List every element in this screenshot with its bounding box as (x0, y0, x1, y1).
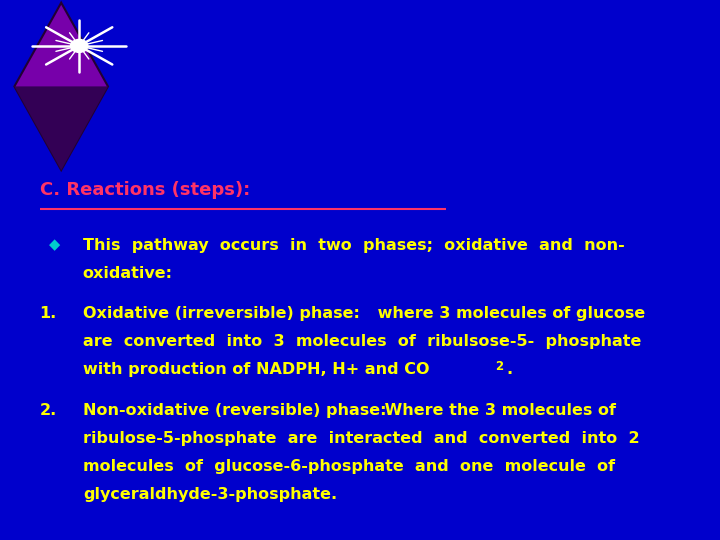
Text: 2: 2 (495, 360, 503, 373)
Text: Non-oxidative (reversible) phase:: Non-oxidative (reversible) phase: (83, 403, 387, 418)
Text: molecules  of  glucose-6-phosphate  and  one  molecule  of: molecules of glucose-6-phosphate and one… (83, 459, 615, 474)
Text: 2.: 2. (40, 403, 57, 418)
Circle shape (74, 42, 84, 50)
Text: Oxidative (irreversible) phase:: Oxidative (irreversible) phase: (83, 306, 360, 321)
Text: ribulose-5-phosphate  are  interacted  and  converted  into  2: ribulose-5-phosphate are interacted and … (83, 431, 639, 446)
Circle shape (71, 39, 88, 52)
Text: where 3 molecules of glucose: where 3 molecules of glucose (372, 306, 645, 321)
Polygon shape (14, 86, 108, 170)
Text: with production of NADPH, H+ and CO: with production of NADPH, H+ and CO (83, 362, 429, 377)
Text: This  pathway  occurs  in  two  phases;  oxidative  and  non-: This pathway occurs in two phases; oxida… (83, 238, 624, 253)
Polygon shape (14, 3, 108, 170)
Text: oxidative:: oxidative: (83, 266, 173, 281)
Text: are  converted  into  3  molecules  of  ribulsose-5-  phosphate: are converted into 3 molecules of ribuls… (83, 334, 642, 349)
Text: glyceraldhyde-3-phosphate.: glyceraldhyde-3-phosphate. (83, 487, 337, 502)
Text: ◆: ◆ (49, 238, 60, 253)
Text: C. Reactions (steps):: C. Reactions (steps): (40, 181, 250, 199)
Text: Where the 3 molecules of: Where the 3 molecules of (379, 403, 616, 418)
Text: 1.: 1. (40, 306, 57, 321)
Text: .: . (506, 362, 513, 377)
